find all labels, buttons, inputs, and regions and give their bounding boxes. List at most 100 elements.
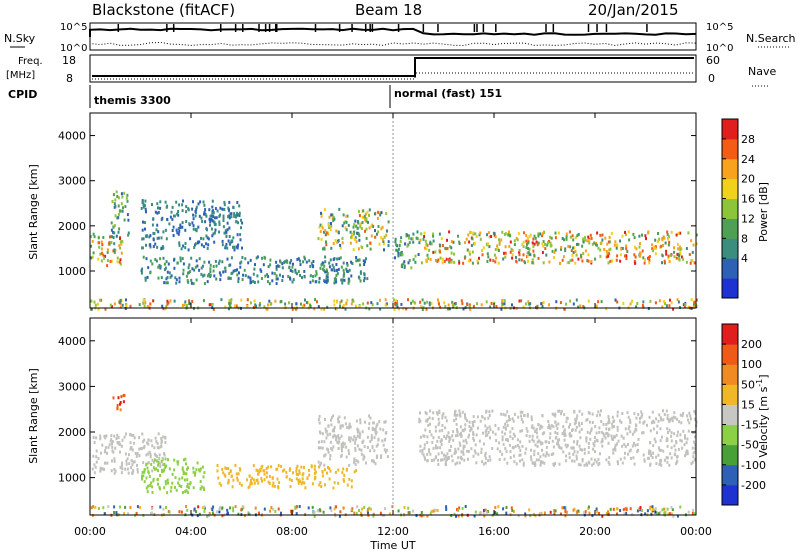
data-cell bbox=[569, 423, 572, 427]
data-cell bbox=[453, 452, 456, 455]
data-cell bbox=[370, 435, 373, 439]
data-cell bbox=[525, 239, 528, 243]
data-cell bbox=[637, 437, 640, 441]
data-cell bbox=[534, 443, 537, 447]
data-cell bbox=[575, 510, 578, 514]
data-cell bbox=[185, 210, 188, 214]
data-cell bbox=[661, 435, 663, 439]
data-cell bbox=[237, 472, 240, 476]
data-cell bbox=[324, 418, 326, 421]
data-cell bbox=[553, 463, 556, 467]
y-tick-label: 2000 bbox=[58, 426, 86, 439]
data-cell bbox=[508, 244, 511, 248]
data-cell bbox=[340, 265, 343, 269]
data-cell bbox=[411, 299, 414, 303]
data-cell bbox=[185, 304, 188, 307]
data-cell bbox=[467, 435, 470, 439]
data-cell bbox=[159, 206, 162, 210]
data-cell bbox=[401, 263, 403, 267]
data-cell bbox=[226, 221, 229, 225]
data-cell bbox=[518, 248, 521, 252]
data-cell bbox=[543, 431, 546, 435]
data-cell bbox=[653, 246, 656, 250]
data-cell bbox=[574, 249, 577, 253]
data-cell bbox=[587, 235, 590, 239]
data-cell bbox=[558, 446, 561, 450]
data-cell bbox=[181, 476, 184, 480]
data-cell bbox=[189, 237, 192, 241]
data-cell bbox=[369, 440, 372, 443]
data-cell bbox=[498, 238, 500, 242]
data-cell bbox=[532, 237, 535, 241]
data-cell bbox=[625, 508, 628, 512]
data-cell bbox=[356, 226, 359, 230]
data-cell bbox=[449, 245, 452, 249]
data-cell bbox=[124, 205, 127, 208]
data-cell bbox=[430, 301, 433, 305]
data-cell bbox=[330, 246, 333, 250]
data-cell bbox=[185, 472, 188, 476]
data-cell bbox=[527, 251, 530, 255]
data-cell bbox=[170, 485, 173, 489]
data-cell bbox=[624, 451, 626, 455]
data-cell bbox=[135, 511, 138, 515]
data-cell bbox=[192, 227, 195, 231]
data-cell bbox=[144, 276, 147, 280]
data-cell bbox=[342, 268, 345, 272]
data-cell bbox=[572, 446, 575, 450]
data-cell bbox=[562, 425, 565, 429]
data-cell bbox=[345, 267, 348, 271]
data-cell bbox=[599, 452, 601, 456]
data-cell bbox=[426, 243, 429, 247]
data-cell bbox=[530, 455, 532, 459]
data-cell bbox=[575, 425, 578, 429]
data-cell bbox=[487, 416, 490, 420]
data-cell bbox=[363, 276, 366, 280]
data-cell bbox=[312, 275, 314, 278]
data-cell bbox=[632, 232, 635, 236]
data-cell bbox=[570, 446, 573, 450]
data-cell bbox=[187, 266, 190, 270]
data-cell bbox=[577, 242, 580, 246]
data-cell bbox=[173, 299, 176, 303]
data-cell bbox=[646, 509, 649, 513]
data-cell bbox=[466, 248, 469, 252]
data-cell bbox=[192, 470, 195, 474]
data-cell bbox=[134, 452, 137, 455]
data-cell bbox=[243, 268, 246, 272]
data-cell bbox=[382, 242, 385, 246]
freq-series-line bbox=[92, 57, 694, 77]
data-cell bbox=[159, 257, 162, 261]
data-cell bbox=[481, 253, 484, 257]
data-cell bbox=[611, 425, 614, 429]
data-cell bbox=[141, 432, 144, 436]
data-cell bbox=[440, 458, 442, 462]
data-cell bbox=[425, 258, 427, 262]
data-cell bbox=[381, 439, 384, 443]
data-cell bbox=[107, 505, 110, 509]
data-cell bbox=[639, 506, 642, 509]
data-cell bbox=[675, 455, 678, 459]
data-cell bbox=[350, 235, 352, 239]
data-cell bbox=[441, 244, 444, 247]
data-cell bbox=[353, 460, 356, 463]
data-cell bbox=[142, 237, 145, 241]
data-cell bbox=[468, 259, 470, 263]
data-cell bbox=[533, 242, 536, 246]
data-cell bbox=[104, 436, 107, 440]
beam-title: Beam 18 bbox=[355, 1, 422, 19]
data-cell bbox=[201, 465, 204, 469]
data-cell bbox=[145, 257, 148, 261]
data-cell bbox=[522, 305, 525, 309]
data-cell bbox=[186, 508, 189, 512]
data-cell bbox=[550, 236, 553, 240]
data-cell bbox=[640, 415, 643, 419]
data-cell bbox=[503, 302, 506, 306]
data-cell bbox=[512, 419, 515, 423]
data-cell bbox=[229, 506, 232, 510]
data-cell bbox=[222, 270, 225, 274]
data-cell bbox=[203, 260, 206, 264]
data-cell bbox=[118, 244, 121, 248]
data-cell bbox=[676, 434, 679, 438]
data-cell bbox=[136, 452, 139, 455]
